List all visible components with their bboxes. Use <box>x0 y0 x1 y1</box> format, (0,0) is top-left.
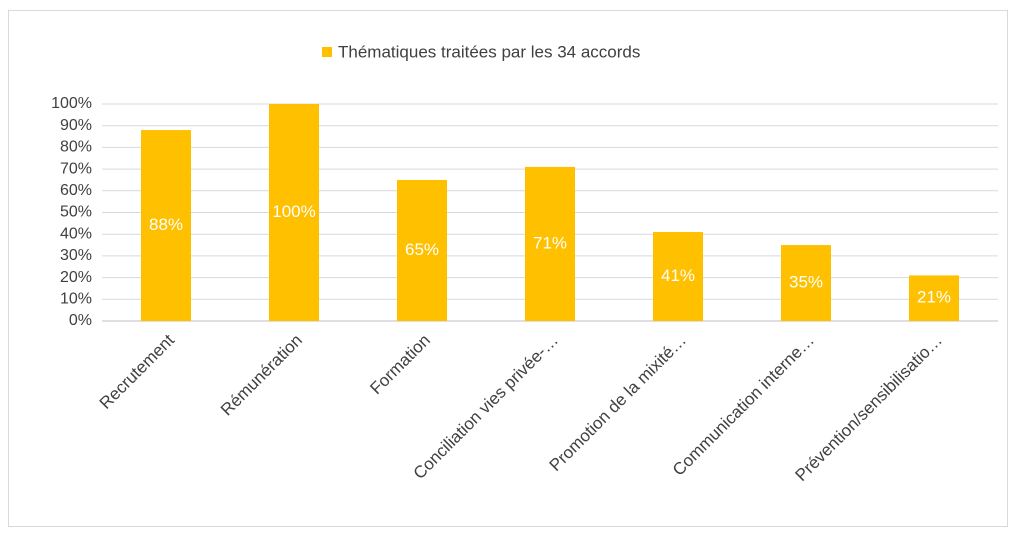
bar <box>141 130 191 321</box>
y-tick-label: 90% <box>60 117 92 134</box>
y-tick-label: 30% <box>60 247 92 264</box>
data-label: 71% <box>533 233 567 252</box>
data-label: 21% <box>917 288 951 307</box>
y-tick-label: 0% <box>69 312 92 329</box>
data-label: 35% <box>789 273 823 292</box>
data-label: 100% <box>272 202 315 221</box>
y-tick-label: 10% <box>60 291 92 308</box>
y-tick-label: 20% <box>60 269 92 286</box>
y-tick-label: 60% <box>60 182 92 199</box>
data-label: 88% <box>149 215 183 234</box>
bar <box>653 232 703 321</box>
legend-label: Thématiques traitées par les 34 accords <box>338 42 640 61</box>
y-tick-label: 100% <box>51 95 92 112</box>
bar <box>909 275 959 321</box>
y-tick-label: 70% <box>60 160 92 177</box>
bar <box>397 179 447 321</box>
legend-swatch <box>322 47 332 57</box>
bar <box>269 104 319 321</box>
y-tick-label: 40% <box>60 225 92 242</box>
data-label: 65% <box>405 240 439 259</box>
bar <box>525 166 575 321</box>
data-label: 41% <box>661 266 695 285</box>
y-tick-label: 50% <box>60 204 92 221</box>
y-tick-label: 80% <box>60 139 92 156</box>
bar <box>781 245 831 321</box>
